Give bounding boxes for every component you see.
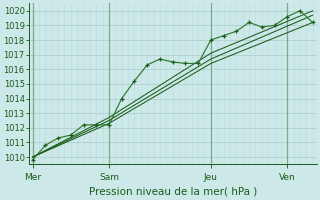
X-axis label: Pression niveau de la mer( hPa ): Pression niveau de la mer( hPa ) <box>89 187 257 197</box>
